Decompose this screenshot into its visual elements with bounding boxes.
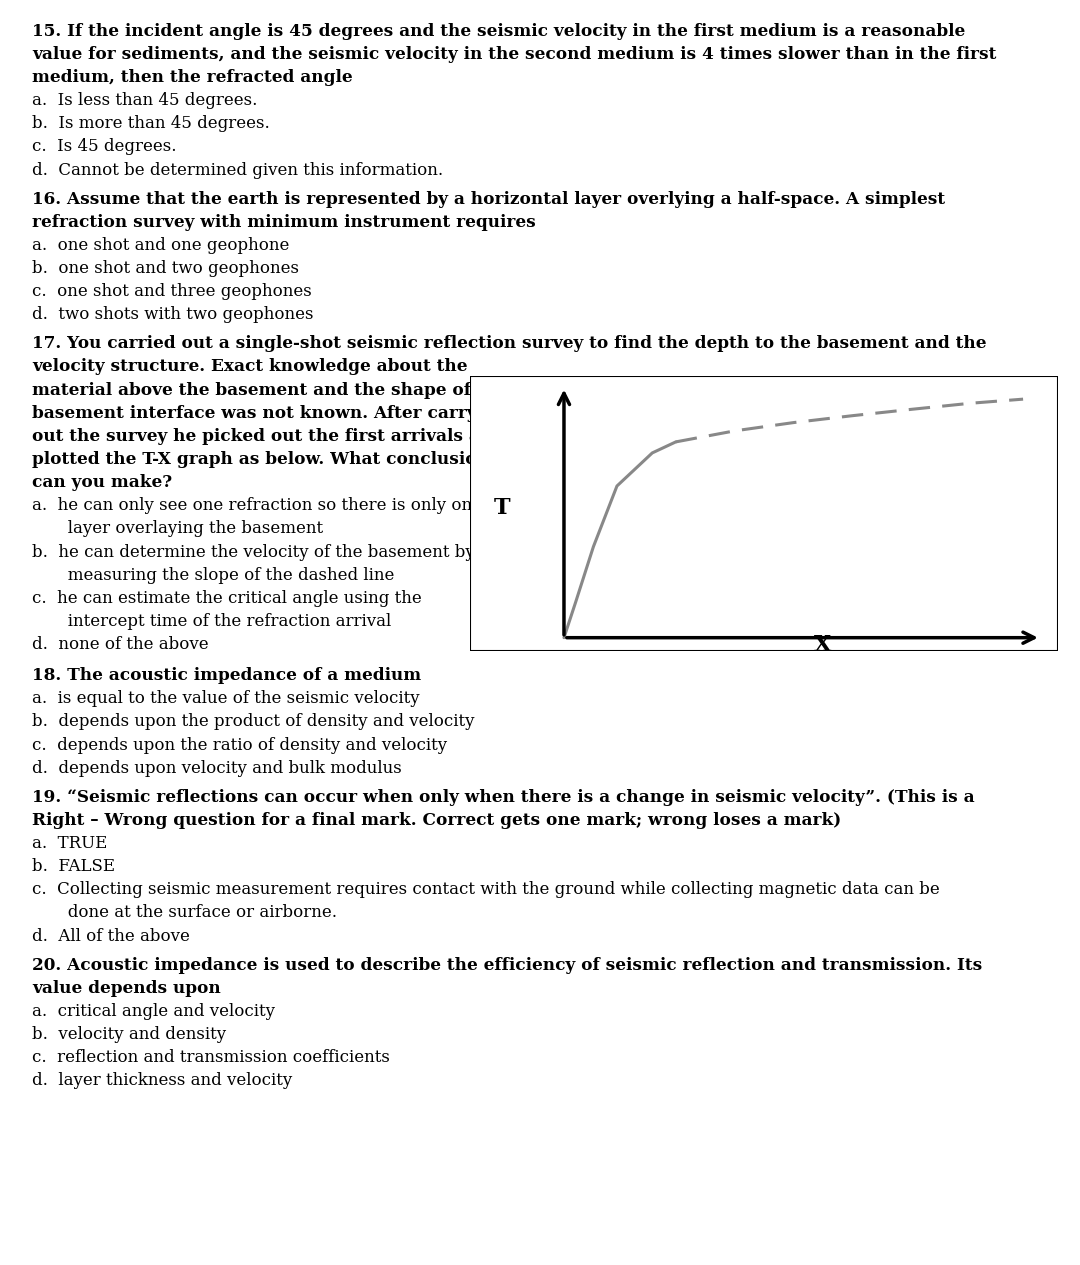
Text: c.  he can estimate the critical angle using the: c. he can estimate the critical angle us… [32,589,422,607]
Text: value for sediments, and the seismic velocity in the second medium is 4 times sl: value for sediments, and the seismic vel… [32,46,997,63]
Text: c.  depends upon the ratio of density and velocity: c. depends upon the ratio of density and… [32,736,447,754]
Text: a.  he can only see one refraction so there is only one: a. he can only see one refraction so the… [32,497,483,515]
Text: c.  one shot and three geophones: c. one shot and three geophones [32,283,312,300]
Text: d.  Cannot be determined given this information.: d. Cannot be determined given this infor… [32,162,444,178]
Text: measuring the slope of the dashed line: measuring the slope of the dashed line [52,567,394,583]
Text: 18. The acoustic impedance of a medium: 18. The acoustic impedance of a medium [32,667,421,684]
Text: Right – Wrong question for a final mark. Correct gets one mark; wrong loses a ma: Right – Wrong question for a final mark.… [32,812,841,829]
Text: basement interface was not known. After carrying: basement interface was not known. After … [32,405,508,421]
Text: value depends upon: value depends upon [32,979,221,997]
Text: layer overlaying the basement: layer overlaying the basement [52,520,323,538]
Text: a.  critical angle and velocity: a. critical angle and velocity [32,1003,275,1020]
Text: a.  is equal to the value of the seismic velocity: a. is equal to the value of the seismic … [32,691,420,707]
Text: b.  depends upon the product of density and velocity: b. depends upon the product of density a… [32,713,475,730]
Text: d.  layer thickness and velocity: d. layer thickness and velocity [32,1073,293,1089]
Text: d.  All of the above: d. All of the above [32,927,190,945]
Text: 17. You carried out a single-shot seismic reflection survey to find the depth to: 17. You carried out a single-shot seismi… [32,335,987,353]
Text: d.  depends upon velocity and bulk modulus: d. depends upon velocity and bulk modulu… [32,760,402,777]
Text: 20. Acoustic impedance is used to describe the efficiency of seismic reflection : 20. Acoustic impedance is used to descri… [32,956,983,974]
Text: T: T [494,497,510,519]
Text: 15. If the incident angle is 45 degrees and the seismic velocity in the first me: 15. If the incident angle is 45 degrees … [32,23,966,39]
Text: d.  none of the above: d. none of the above [32,636,210,653]
Text: b.  Is more than 45 degrees.: b. Is more than 45 degrees. [32,115,270,133]
Text: plotted the T-X graph as below. What conclusion: plotted the T-X graph as below. What con… [32,452,489,468]
Text: refraction survey with minimum instrument requires: refraction survey with minimum instrumen… [32,214,536,230]
Text: a.  Is less than 45 degrees.: a. Is less than 45 degrees. [32,92,258,109]
Text: out the survey he picked out the first arrivals and: out the survey he picked out the first a… [32,428,504,445]
Text: a.  TRUE: a. TRUE [32,835,108,853]
Text: done at the surface or airborne.: done at the surface or airborne. [52,904,337,921]
Text: X: X [814,635,832,657]
Text: a.  one shot and one geophone: a. one shot and one geophone [32,237,289,254]
Text: b.  velocity and density: b. velocity and density [32,1026,227,1042]
Text: b.  one shot and two geophones: b. one shot and two geophones [32,261,299,277]
Text: can you make?: can you make? [32,474,173,491]
Text: c.  reflection and transmission coefficients: c. reflection and transmission coefficie… [32,1049,390,1066]
Text: material above the basement and the shape of the: material above the basement and the shap… [32,382,509,398]
Text: c.  Collecting seismic measurement requires contact with the ground while collec: c. Collecting seismic measurement requir… [32,882,941,898]
Text: medium, then the refracted angle: medium, then the refracted angle [32,70,353,86]
Text: c.  Is 45 degrees.: c. Is 45 degrees. [32,138,177,156]
Text: d.  two shots with two geophones: d. two shots with two geophones [32,306,314,324]
Text: 16. Assume that the earth is represented by a horizontal layer overlying a half-: 16. Assume that the earth is represented… [32,191,945,207]
Text: velocity structure. Exact knowledge about the: velocity structure. Exact knowledge abou… [32,358,468,376]
Text: b.  FALSE: b. FALSE [32,858,116,875]
Text: intercept time of the refraction arrival: intercept time of the refraction arrival [52,614,391,630]
Text: 19. “Seismic reflections can occur when only when there is a change in seismic v: 19. “Seismic reflections can occur when … [32,789,975,806]
Text: b.  he can determine the velocity of the basement by: b. he can determine the velocity of the … [32,544,475,560]
